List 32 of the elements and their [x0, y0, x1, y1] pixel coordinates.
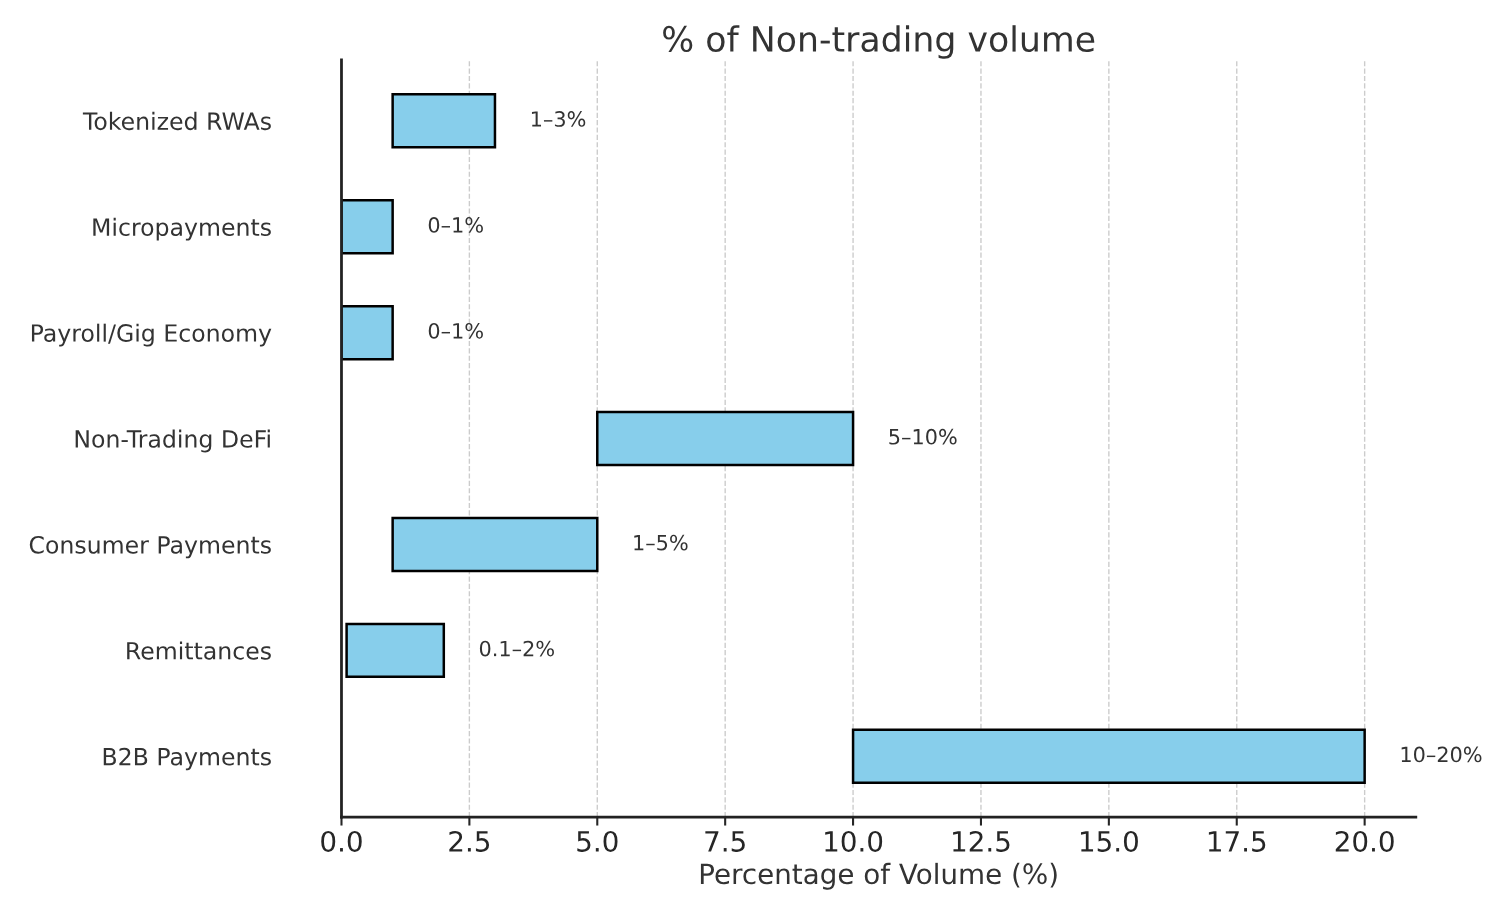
- x-tick-label: 7.5: [705, 831, 745, 852]
- annotation: 0–1%: [428, 322, 483, 339]
- y-tick-label: Micropayments: [93, 217, 271, 241]
- x-tick-label: 5.0: [577, 830, 618, 852]
- x-tick-label: 12.5: [953, 830, 1010, 852]
- x-tick-label: 10.0: [825, 830, 883, 852]
- y-tick-label: Remittances: [127, 641, 271, 660]
- bar: [345, 622, 446, 679]
- x-tick-label: 17.5: [1208, 831, 1266, 852]
- y-tick-label: Non-Trading DeFi: [75, 429, 270, 453]
- y-tick-label: Payroll/Gig Economy: [31, 323, 272, 347]
- y-tick-label: Tokenized RWAs: [82, 111, 271, 131]
- bar: [596, 410, 855, 467]
- annotation: 10–20%: [1401, 746, 1482, 763]
- annotation: 0–1%: [428, 217, 483, 233]
- x-tick-label: 2.5: [449, 830, 490, 852]
- y-tick-label: B2B Payments: [103, 747, 271, 771]
- bar: [341, 304, 394, 361]
- y-tick-label: Consumer Payments: [29, 535, 271, 559]
- bar: [391, 516, 599, 573]
- annotation: 1–5%: [634, 534, 688, 551]
- x-tick-label: 0.0: [321, 830, 362, 852]
- x-tick-label: 20.0: [1335, 830, 1394, 852]
- x-axis-title: Percentage of Volume (%): [700, 862, 1057, 890]
- bar: [851, 728, 1366, 785]
- chart-title: % of Non-trading volume: [663, 25, 1095, 59]
- bar: [391, 93, 497, 149]
- annotation: 1–3%: [531, 111, 586, 127]
- annotation: 5–10%: [889, 428, 957, 445]
- annotation: 0.1–2%: [479, 640, 554, 657]
- x-tick-label: 15.0: [1080, 830, 1138, 852]
- bar: [341, 199, 394, 255]
